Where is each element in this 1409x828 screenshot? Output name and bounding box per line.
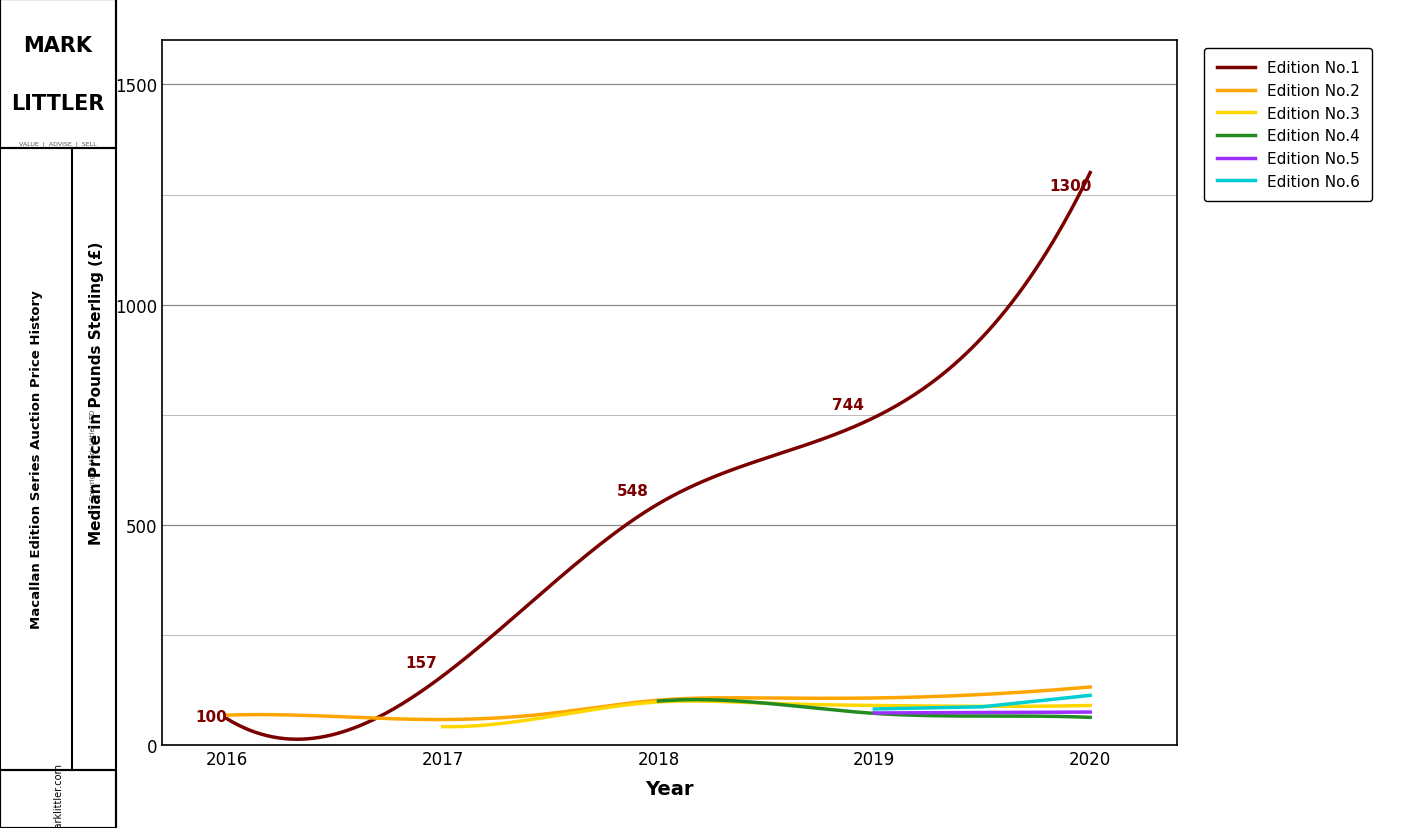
Edition No.3 — [683, 696, 700, 706]
Text: 1300: 1300 — [1050, 179, 1092, 194]
Edition No.1 — [733, 462, 750, 472]
Edition No.2 — [948, 691, 965, 700]
Edition No.4 — [907, 710, 924, 720]
Text: MARK: MARK — [24, 36, 92, 55]
Edition No.5 — [974, 708, 991, 718]
Edition No.4 — [916, 710, 933, 720]
Edition No.4 — [909, 710, 926, 720]
Edition No.3 — [1026, 701, 1043, 711]
Edition No.2 — [221, 710, 238, 720]
Edition No.1 — [750, 456, 766, 466]
Edition No.3 — [824, 700, 841, 710]
Edition No.2 — [750, 693, 766, 703]
Text: © Copyright Mark Littler LTD: © Copyright Mark Littler LTD — [89, 410, 96, 509]
Edition No.6 — [867, 704, 883, 714]
Line: Edition No.4: Edition No.4 — [658, 700, 1091, 718]
Edition No.4 — [1043, 711, 1060, 721]
Line: Edition No.2: Edition No.2 — [227, 687, 1091, 720]
Edition No.4 — [688, 695, 704, 705]
Legend: Edition No.1, Edition No.2, Edition No.3, Edition No.4, Edition No.5, Edition No: Edition No.1, Edition No.2, Edition No.3… — [1205, 49, 1372, 201]
Edition No.1 — [735, 461, 752, 471]
Edition No.3 — [434, 722, 451, 732]
Edition No.1 — [287, 734, 304, 744]
Line: Edition No.1: Edition No.1 — [227, 173, 1091, 739]
Y-axis label: Median Price in Pounds Sterling (£): Median Price in Pounds Sterling (£) — [89, 242, 104, 545]
Edition No.4 — [1016, 711, 1033, 721]
Edition No.3 — [441, 722, 458, 732]
Edition No.3 — [821, 700, 838, 710]
Edition No.2 — [433, 715, 449, 724]
Text: 100: 100 — [196, 709, 228, 724]
Text: 157: 157 — [406, 656, 437, 671]
Bar — [0, 770, 116, 828]
Text: 744: 744 — [833, 397, 864, 412]
Text: LITTLER: LITTLER — [11, 94, 104, 113]
Edition No.3 — [437, 722, 454, 732]
Line: Edition No.3: Edition No.3 — [442, 701, 1091, 727]
Edition No.2 — [218, 710, 235, 720]
Edition No.5 — [1082, 707, 1099, 717]
Edition No.2 — [733, 693, 750, 703]
Edition No.1 — [221, 715, 238, 725]
Edition No.4 — [651, 696, 668, 706]
X-axis label: Year: Year — [645, 779, 693, 798]
Edition No.4 — [1082, 713, 1099, 723]
Edition No.6 — [1082, 691, 1099, 700]
Edition No.2 — [1003, 688, 1020, 698]
Text: 548: 548 — [617, 484, 648, 498]
Edition No.5 — [867, 708, 883, 718]
Bar — [0, 0, 116, 149]
Edition No.2 — [735, 693, 752, 703]
Edition No.3 — [836, 700, 852, 710]
Edition No.1 — [1082, 168, 1099, 178]
Edition No.1 — [1003, 297, 1020, 307]
Edition No.3 — [985, 701, 1002, 711]
Text: marklittler.com: marklittler.com — [52, 762, 63, 828]
Line: Edition No.6: Edition No.6 — [875, 696, 1091, 709]
Edition No.4 — [650, 696, 666, 706]
Edition No.3 — [1082, 700, 1099, 710]
Edition No.1 — [948, 357, 965, 367]
Text: Macallan Edition Series Auction Price History: Macallan Edition Series Auction Price Hi… — [31, 291, 44, 628]
Line: Edition No.5: Edition No.5 — [875, 712, 1091, 713]
Edition No.1 — [218, 714, 235, 724]
Edition No.6 — [974, 702, 991, 712]
Edition No.2 — [1082, 682, 1099, 692]
Text: VALUE  |  ADVISE  |  SELL: VALUE | ADVISE | SELL — [18, 142, 97, 147]
